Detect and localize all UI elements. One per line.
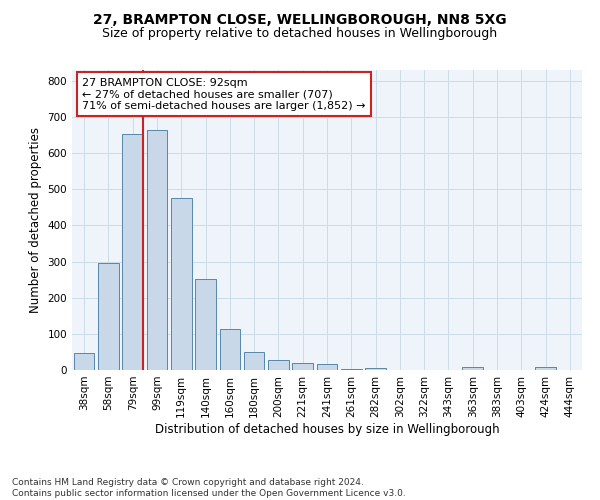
Bar — [317, 364, 337, 370]
X-axis label: Distribution of detached houses by size in Wellingborough: Distribution of detached houses by size … — [155, 422, 499, 436]
Y-axis label: Number of detached properties: Number of detached properties — [29, 127, 42, 313]
Bar — [220, 329, 240, 370]
Bar — [535, 367, 556, 370]
Bar — [365, 368, 386, 370]
Bar — [195, 279, 216, 370]
Bar — [463, 366, 483, 370]
Text: Size of property relative to detached houses in Wellingborough: Size of property relative to detached ho… — [103, 28, 497, 40]
Bar — [292, 364, 313, 370]
Bar — [146, 130, 167, 370]
Bar — [122, 134, 143, 370]
Bar — [74, 353, 94, 370]
Bar — [244, 352, 265, 370]
Bar — [268, 360, 289, 370]
Text: 27 BRAMPTON CLOSE: 92sqm
← 27% of detached houses are smaller (707)
71% of semi-: 27 BRAMPTON CLOSE: 92sqm ← 27% of detach… — [82, 78, 366, 110]
Text: Contains HM Land Registry data © Crown copyright and database right 2024.
Contai: Contains HM Land Registry data © Crown c… — [12, 478, 406, 498]
Bar — [171, 198, 191, 370]
Bar — [98, 264, 119, 370]
Text: 27, BRAMPTON CLOSE, WELLINGBOROUGH, NN8 5XG: 27, BRAMPTON CLOSE, WELLINGBOROUGH, NN8 … — [93, 12, 507, 26]
